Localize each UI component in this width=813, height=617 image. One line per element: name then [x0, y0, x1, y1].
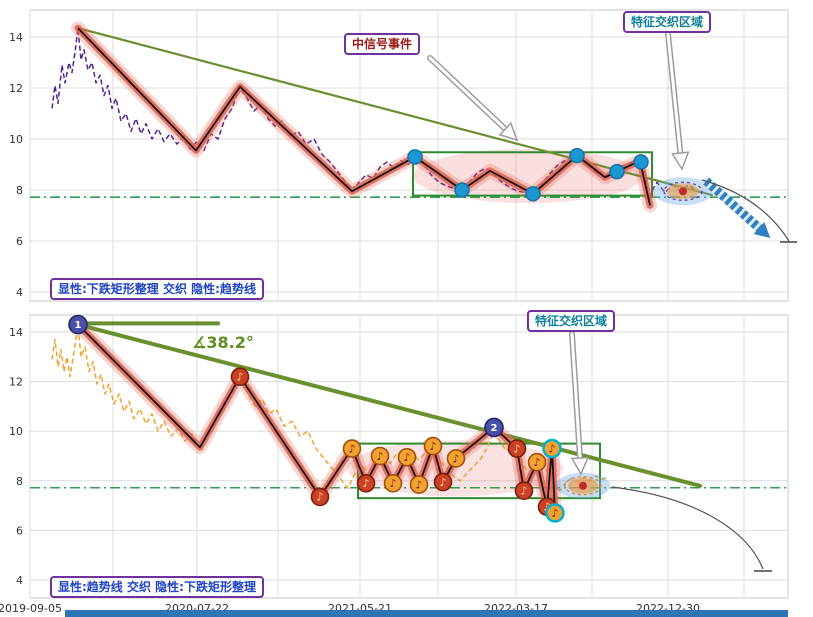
- glow-dashed-ring: [663, 181, 703, 201]
- y-tick-label: 4: [16, 574, 23, 587]
- music-note-icon: ♪: [452, 452, 459, 465]
- y-tick-label: 4: [16, 286, 23, 299]
- music-note-icon: ♪: [513, 442, 520, 455]
- angle-annotation: ∡38.2°: [192, 333, 254, 352]
- note-marker: [356, 473, 376, 493]
- music-note-icon: ♪: [439, 476, 446, 489]
- note-marker: [446, 449, 466, 468]
- music-note-icon: ♪: [533, 456, 540, 469]
- x-tick-label: 2019-09-05: [0, 602, 62, 615]
- y-tick-label: 14: [9, 31, 23, 44]
- note-marker: [527, 452, 547, 472]
- numbered-marker: [68, 314, 88, 335]
- callout-arrowhead-icon: [498, 121, 519, 142]
- music-note-icon: ♪: [348, 442, 355, 455]
- callout-arrow-shaft: [666, 32, 683, 159]
- y-tick-label: 14: [9, 326, 23, 339]
- y-tick-label: 10: [9, 133, 23, 146]
- music-note-icon: ♪: [551, 507, 558, 520]
- horizontal-scrollbar[interactable]: [65, 610, 788, 617]
- music-note-icon: ♪: [520, 485, 527, 498]
- note-marker: [383, 473, 403, 493]
- signal-dot-marker: [569, 147, 585, 164]
- pattern-caption-bottom: 显性:趋势线 交织 隐性:下跌矩形整理: [50, 576, 264, 598]
- y-tick-label: 6: [16, 235, 23, 248]
- glow-center-dot: [579, 481, 587, 490]
- trend-line-bottom: [76, 322, 702, 488]
- note-marker: [545, 503, 565, 523]
- signal-dot-marker: [609, 163, 625, 180]
- note-marker: [542, 438, 562, 459]
- trend-line-top: [76, 26, 714, 197]
- music-note-icon: ♪: [316, 491, 323, 504]
- music-note-icon: ♪: [389, 477, 396, 490]
- music-note-icon: ♪: [236, 370, 243, 383]
- music-note-icon: ♪: [376, 450, 383, 463]
- numbered-marker-label: 2: [491, 423, 498, 434]
- music-note-icon: ♪: [403, 451, 410, 464]
- panel-top: 14 12 10 8 6 4: [9, 9, 797, 302]
- feature-region-label-bottom: 特征交织区域: [527, 310, 616, 332]
- callout-arrow-shaft: [428, 56, 510, 134]
- hatched-arrowhead-icon: [753, 222, 771, 238]
- y-tick-label: 8: [16, 184, 23, 197]
- feature-region-label-top: 特征交织区域: [623, 11, 712, 33]
- callout-arrowhead-icon: [570, 456, 590, 476]
- y-tick-label: 6: [16, 524, 23, 537]
- numbered-marker-label: 1: [75, 320, 82, 331]
- signal-dot-marker: [633, 154, 649, 170]
- note-marker: [310, 487, 330, 507]
- note-marker: [342, 439, 362, 458]
- note-marker: [230, 367, 250, 386]
- signal-dot-marker: [407, 149, 423, 165]
- music-note-icon: ♪: [362, 477, 369, 490]
- note-marker: [370, 446, 390, 466]
- projection-curve: [701, 179, 790, 242]
- glow-dashed-ring: [564, 476, 602, 496]
- signal-dot-marker: [525, 186, 541, 202]
- y-tick-label: 12: [9, 82, 23, 95]
- note-marker: [433, 472, 453, 492]
- callout-arrow-shaft: [570, 332, 582, 464]
- note-marker: [423, 436, 443, 456]
- music-note-icon: ♪: [543, 501, 550, 514]
- glow-center-dot: [679, 187, 687, 196]
- callout-arrowhead-icon: [671, 151, 690, 171]
- y-tick-label: 12: [9, 376, 23, 389]
- note-marker: [397, 447, 417, 467]
- signal-dot-marker: [454, 182, 470, 198]
- music-note-icon: ♪: [548, 442, 555, 455]
- note-marker: [409, 475, 429, 494]
- music-note-icon: ♪: [415, 478, 422, 491]
- hatched-arrow-stripes: [701, 175, 764, 233]
- price-line-bottom: [51, 325, 609, 492]
- music-note-icon: ♪: [429, 440, 436, 453]
- signal-event-label: 中信号事件: [344, 33, 421, 55]
- pattern-caption-top: 显性:下跌矩形整理 交织 隐性:趋势线: [50, 278, 264, 300]
- y-tick-label: 8: [16, 475, 23, 488]
- y-tick-label: 10: [9, 425, 23, 438]
- note-marker: [507, 439, 527, 458]
- numbered-marker: [484, 417, 504, 438]
- projection-curve: [611, 486, 764, 570]
- note-marker: [514, 481, 534, 501]
